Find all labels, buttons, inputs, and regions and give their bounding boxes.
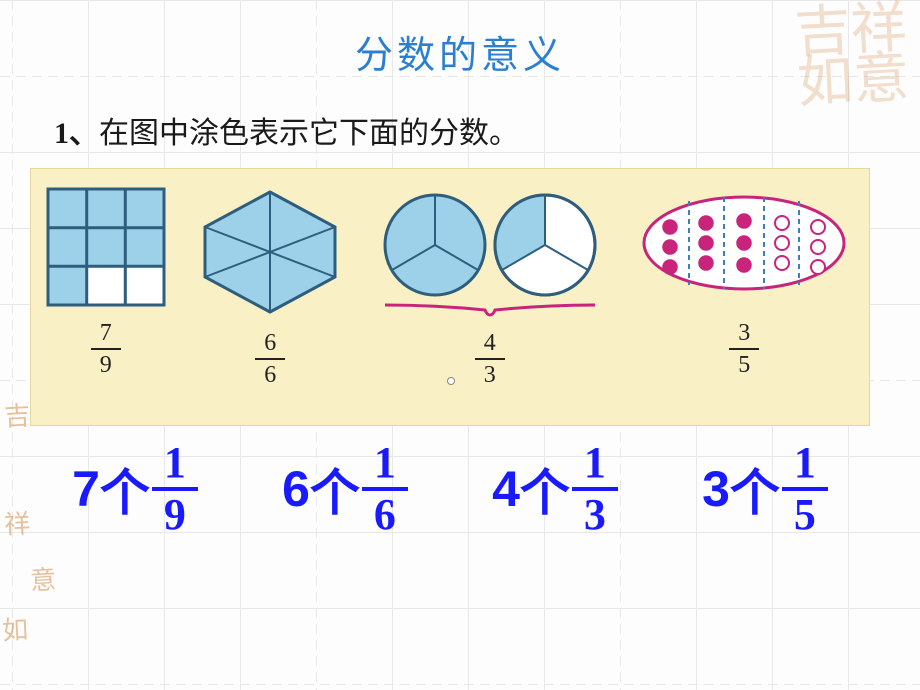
seal-left-4: 如 (1, 609, 29, 647)
seal-left-3: 意 (29, 559, 57, 597)
seal-left-1: 吉 (3, 395, 31, 433)
frac-bar (475, 358, 505, 360)
question-text: 在图中涂色表示它下面的分数。 (99, 117, 519, 150)
frac-den: 6 (264, 363, 276, 387)
figure-cell-1: 7 9 (46, 187, 166, 377)
answer-count: 3 (702, 460, 730, 518)
answer-4: 3个 1 5 (702, 442, 828, 536)
frac-den: 3 (584, 494, 606, 536)
fraction-label-1: 7 9 (91, 321, 121, 377)
answer-count: 7 (72, 460, 100, 518)
answers-row: 7个 1 9 6个 1 6 4个 1 3 3个 1 5 (30, 442, 870, 536)
frac-bar (729, 348, 759, 350)
figure-cell-4: 3 5 (634, 187, 854, 377)
hexagon-icon (195, 187, 345, 317)
answer-2: 6个 1 6 (282, 442, 408, 536)
frac-num: 1 (584, 442, 606, 484)
question-line: 1、在图中涂色表示它下面的分数。 (54, 108, 519, 152)
question-number: 1、 (54, 117, 99, 150)
answer-frac: 1 5 (782, 442, 828, 536)
frac-num: 1 (374, 442, 396, 484)
answer-unit: 个 (310, 453, 360, 525)
page-title: 分数的意义 (0, 24, 920, 79)
answer-frac: 1 9 (152, 442, 198, 536)
answer-frac: 1 6 (362, 442, 408, 536)
answer-1: 7个 1 9 (72, 442, 198, 536)
fraction-label-2: 6 6 (255, 331, 285, 387)
answer-unit: 个 (100, 453, 150, 525)
answer-frac: 1 3 (572, 442, 618, 536)
two-circles-icon (375, 187, 605, 317)
frac-num: 7 (100, 321, 112, 345)
frac-num: 6 (264, 331, 276, 355)
oval-dots-icon (634, 187, 854, 307)
frac-bar (91, 348, 121, 350)
pointer-dot (448, 378, 454, 384)
frac-bar (255, 358, 285, 360)
frac-den: 6 (374, 494, 396, 536)
figure-panel: 7 9 6 6 (30, 168, 870, 426)
answer-3: 4个 1 3 (492, 442, 618, 536)
answer-count: 4 (492, 460, 520, 518)
frac-den: 9 (100, 353, 112, 377)
answer-unit: 个 (730, 453, 780, 525)
frac-num: 1 (794, 442, 816, 484)
frac-den: 5 (794, 494, 816, 536)
fraction-label-3: 4 3 (475, 331, 505, 387)
frac-num: 4 (484, 331, 496, 355)
frac-num: 3 (738, 321, 750, 345)
frac-den: 5 (738, 353, 750, 377)
figure-cell-2: 6 6 (195, 187, 345, 387)
grid-square-icon (46, 187, 166, 307)
answer-unit: 个 (520, 453, 570, 525)
fraction-label-4: 3 5 (729, 321, 759, 377)
frac-den: 9 (164, 494, 186, 536)
figure-cell-3: 4 3 (375, 187, 605, 387)
answer-count: 6 (282, 460, 310, 518)
frac-num: 1 (164, 442, 186, 484)
frac-den: 3 (484, 363, 496, 387)
seal-left-2: 祥 (3, 503, 31, 541)
